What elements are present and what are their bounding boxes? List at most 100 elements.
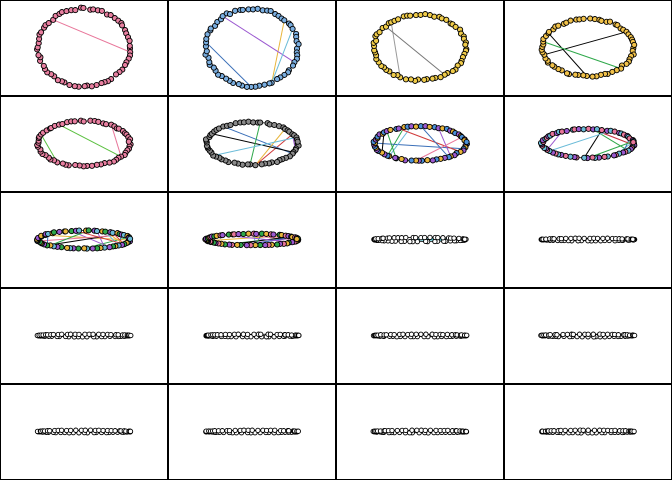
graph-node <box>59 331 65 337</box>
graph-node <box>567 17 574 24</box>
graph-node <box>444 331 451 338</box>
graph-node <box>395 16 402 23</box>
graph-node <box>258 161 265 168</box>
graph-node <box>38 29 45 36</box>
panel-frame <box>336 96 504 192</box>
graph-node <box>443 16 450 23</box>
graph-node <box>109 229 116 236</box>
graph-node <box>127 428 134 435</box>
graph-node <box>558 235 565 242</box>
graph-node <box>418 331 424 337</box>
graph-node <box>286 428 292 434</box>
panel-12 <box>504 192 672 288</box>
graph-node <box>555 22 562 29</box>
chord-edge <box>104 231 119 246</box>
graph-node <box>289 25 296 32</box>
graph-node <box>71 118 78 125</box>
graph-node <box>606 18 614 25</box>
graph-node <box>610 152 618 159</box>
graph-node <box>295 41 302 48</box>
graph-node <box>580 126 587 133</box>
graph-node <box>274 241 281 248</box>
graph-node <box>376 29 383 36</box>
graph-node <box>398 155 405 163</box>
graph-node <box>106 159 113 166</box>
graph-node <box>631 41 638 48</box>
graph-node <box>227 121 234 129</box>
graph-node <box>427 234 433 241</box>
graph-node <box>252 162 259 169</box>
graph-node <box>277 331 283 338</box>
graph-node <box>440 331 446 338</box>
graph-node <box>106 244 113 251</box>
graph-node <box>421 76 428 83</box>
graph-node <box>600 331 606 338</box>
graph-node <box>226 11 234 18</box>
graph-node <box>71 83 78 90</box>
graph-node <box>562 427 568 434</box>
graph-node <box>615 332 622 338</box>
graph-node <box>585 427 591 433</box>
graph-node <box>449 68 456 75</box>
graph-node <box>231 159 238 166</box>
graph-node <box>47 428 53 434</box>
graph-node <box>210 64 217 71</box>
graph-node <box>412 234 419 241</box>
graph-node <box>119 22 126 29</box>
graph-node <box>403 234 409 241</box>
graph-node <box>392 154 399 161</box>
graph-node <box>390 71 397 79</box>
panel-frame <box>168 0 336 96</box>
panel-frame <box>168 288 336 384</box>
graph-node <box>464 332 470 338</box>
graph-node <box>563 127 570 135</box>
graph-node <box>451 235 457 241</box>
graph-node <box>604 235 611 241</box>
graph-node <box>64 244 71 251</box>
graph-node <box>67 331 74 337</box>
graph-node <box>234 241 241 248</box>
panel-7 <box>336 96 504 192</box>
graph-node <box>82 427 88 433</box>
graph-node <box>407 238 413 245</box>
graph-node <box>235 231 242 238</box>
graph-node <box>581 154 588 161</box>
graph-node <box>112 71 120 78</box>
graph-node <box>81 83 88 90</box>
panel-4 <box>504 0 672 96</box>
graph-node <box>547 331 553 338</box>
graph-node <box>56 228 63 235</box>
graph-node <box>223 75 230 82</box>
graph-node <box>560 331 566 338</box>
chord-edge <box>75 230 125 245</box>
graph-node <box>294 138 301 145</box>
panel-frame <box>504 96 672 192</box>
graph-node <box>295 428 301 434</box>
graph-node <box>58 427 65 433</box>
panel-2 <box>168 0 336 96</box>
graph-node <box>395 125 402 132</box>
graph-node <box>426 123 433 130</box>
graph-node <box>59 160 66 167</box>
graph-node <box>630 139 637 146</box>
graph-node <box>572 71 579 78</box>
graph-node <box>90 331 96 337</box>
panel-17 <box>0 384 168 480</box>
graph-node <box>452 23 459 30</box>
graph-node <box>551 428 557 434</box>
graph-node <box>554 332 560 338</box>
graph-node <box>463 138 470 146</box>
graph-node <box>589 154 596 161</box>
graph-node <box>576 331 583 337</box>
chord-edge <box>438 128 452 157</box>
graph-node <box>281 17 288 24</box>
graph-node <box>267 427 274 433</box>
graph-node <box>204 31 211 38</box>
graph-node <box>126 37 133 44</box>
graph-node <box>249 427 255 433</box>
chord-edge <box>386 130 397 159</box>
graph-node <box>389 427 395 434</box>
graph-node <box>423 331 429 337</box>
graph-node <box>253 230 260 237</box>
panel-8 <box>504 96 672 192</box>
